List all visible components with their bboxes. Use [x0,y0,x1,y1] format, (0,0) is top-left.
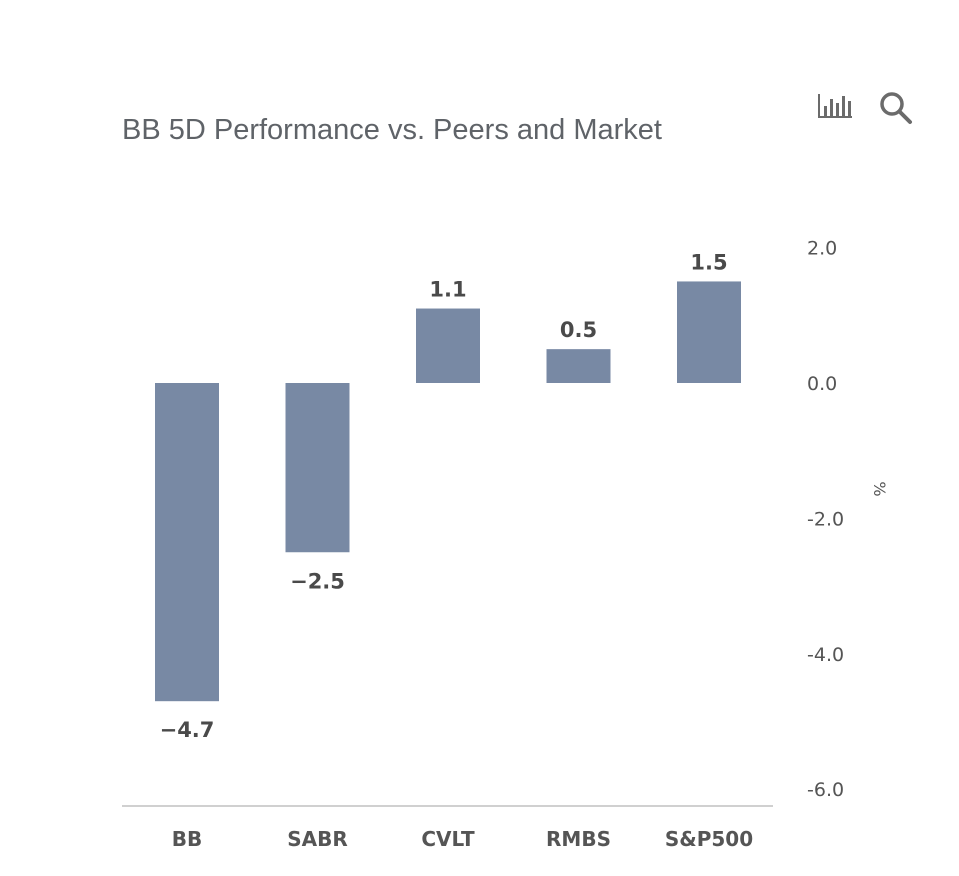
x-axis-category-label: CVLT [421,827,475,851]
bar-chart-icon[interactable] [815,90,855,122]
data-label: −4.7 [160,718,215,742]
data-label: 1.1 [429,278,466,302]
bars-layer [155,281,741,702]
search-icon[interactable] [878,90,914,126]
y-axis-tick-label: -4.0 [807,644,844,666]
category-labels-layer: BB SABR CVLT RMBS S&P500 [172,827,753,851]
y-axis-unit-label: % [870,481,889,496]
bar-sabr[interactable] [285,383,350,553]
bar-sp500[interactable] [677,281,741,383]
x-axis-category-label: BB [172,827,203,851]
x-axis-category-label: RMBS [546,827,611,851]
x-axis-category-label: SABR [287,827,348,851]
chart-title: BB 5D Performance vs. Peers and Market [122,114,662,146]
data-label: −2.5 [290,569,345,593]
data-labels-layer: −4.7 −2.5 1.1 0.5 1.5 [160,250,728,742]
bar-rmbs[interactable] [546,349,611,383]
data-label: 0.5 [560,318,597,342]
bar-cvlt[interactable] [416,308,480,383]
x-axis-category-label: S&P500 [665,827,753,851]
bar-bb[interactable] [155,383,219,702]
y-axis-tick-labels: 2.0 0.0 -2.0 -4.0 -6.0 [807,238,844,802]
y-axis-tick-label: -6.0 [807,779,844,801]
y-axis-tick-label: -2.0 [807,508,844,530]
y-axis-tick-label: 0.0 [807,373,837,395]
data-label: 1.5 [690,250,727,274]
y-axis-tick-label: 2.0 [807,238,837,260]
